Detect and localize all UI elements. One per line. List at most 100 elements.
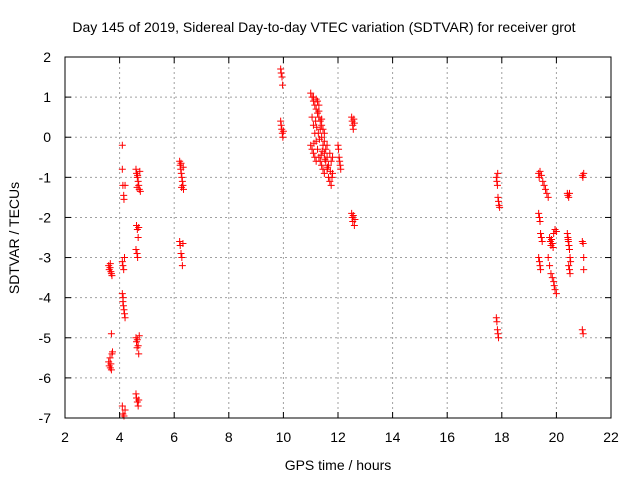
data-point xyxy=(119,302,127,310)
gridlines xyxy=(65,57,611,418)
data-point xyxy=(121,310,129,318)
data-point xyxy=(119,262,127,270)
data-point xyxy=(135,350,143,358)
data-point xyxy=(547,270,555,278)
data-point xyxy=(312,117,320,125)
data-point xyxy=(549,244,557,252)
y-tick-label: 0 xyxy=(43,129,51,145)
data-point xyxy=(316,125,324,133)
data-point xyxy=(277,65,285,73)
data-point xyxy=(328,173,336,181)
data-point xyxy=(118,165,126,173)
data-point xyxy=(318,161,326,169)
data-point xyxy=(537,266,545,274)
data-point xyxy=(535,213,543,221)
x-tick-label: 12 xyxy=(330,429,346,445)
data-point xyxy=(118,141,126,149)
data-point xyxy=(279,81,287,89)
data-point xyxy=(318,121,326,129)
data-point xyxy=(335,153,343,161)
y-axis-label: SDTVAR / TECUs xyxy=(6,182,22,294)
data-point xyxy=(550,278,558,286)
data-point xyxy=(543,189,551,197)
data-point xyxy=(326,177,334,185)
data-point xyxy=(579,240,587,248)
data-point xyxy=(547,236,555,244)
data-point xyxy=(350,119,358,127)
data-point xyxy=(494,193,502,201)
data-point xyxy=(121,314,129,322)
data-point xyxy=(349,211,357,219)
data-point xyxy=(120,195,128,203)
data-point xyxy=(565,262,573,270)
data-point xyxy=(580,169,588,177)
data-point xyxy=(548,240,556,248)
x-tick-label: 16 xyxy=(439,429,455,445)
data-point xyxy=(315,107,323,115)
data-point xyxy=(312,95,320,103)
data-point xyxy=(307,89,315,97)
data-point xyxy=(315,135,323,143)
data-point xyxy=(135,223,143,231)
data-point xyxy=(565,242,573,250)
data-point xyxy=(564,236,572,244)
data-point xyxy=(579,330,587,338)
y-tick-label: -5 xyxy=(39,330,52,346)
data-point xyxy=(563,229,571,237)
data-point xyxy=(320,137,328,145)
data-point xyxy=(134,177,142,185)
data-point xyxy=(327,157,335,165)
data-point xyxy=(134,171,142,179)
data-point xyxy=(493,318,501,326)
data-point xyxy=(133,336,141,344)
data-point xyxy=(323,141,331,149)
data-point xyxy=(318,115,326,123)
data-point xyxy=(317,151,325,159)
data-point xyxy=(134,234,142,241)
data-point xyxy=(312,157,320,165)
data-point xyxy=(121,406,129,414)
data-point xyxy=(495,334,503,342)
data-point xyxy=(121,254,129,262)
data-point xyxy=(136,187,144,195)
data-point xyxy=(579,173,587,181)
y-tick-label: -3 xyxy=(39,250,52,266)
data-point xyxy=(178,262,186,270)
data-point xyxy=(537,234,545,241)
data-point xyxy=(120,306,128,314)
data-point xyxy=(178,173,186,181)
data-point xyxy=(350,115,358,123)
data-point xyxy=(492,314,500,322)
data-point xyxy=(494,169,502,177)
data-point xyxy=(551,286,559,294)
data-point xyxy=(546,262,554,270)
data-point xyxy=(320,169,328,177)
data-point xyxy=(118,402,126,410)
data-point xyxy=(566,270,574,278)
data-point xyxy=(566,246,574,254)
data-point xyxy=(552,290,560,298)
data-point xyxy=(320,129,328,137)
data-point xyxy=(179,163,187,171)
data-point xyxy=(335,145,343,153)
data-point xyxy=(279,133,287,141)
data-point xyxy=(495,197,503,205)
data-point xyxy=(334,141,342,149)
x-tick-label: 8 xyxy=(225,429,233,445)
data-point xyxy=(493,326,501,334)
data-point xyxy=(134,402,142,410)
data-point xyxy=(109,348,117,356)
y-tick-label: -7 xyxy=(39,410,52,426)
data-point xyxy=(326,167,334,175)
data-point xyxy=(544,254,552,262)
data-point xyxy=(493,177,501,185)
data-point xyxy=(337,165,345,173)
data-point xyxy=(538,238,546,246)
data-point xyxy=(537,229,545,237)
data-point xyxy=(544,193,552,201)
data-point xyxy=(314,129,322,137)
x-tick-label: 18 xyxy=(494,429,510,445)
x-tick-label: 10 xyxy=(276,429,292,445)
x-tick-label: 22 xyxy=(603,429,619,445)
